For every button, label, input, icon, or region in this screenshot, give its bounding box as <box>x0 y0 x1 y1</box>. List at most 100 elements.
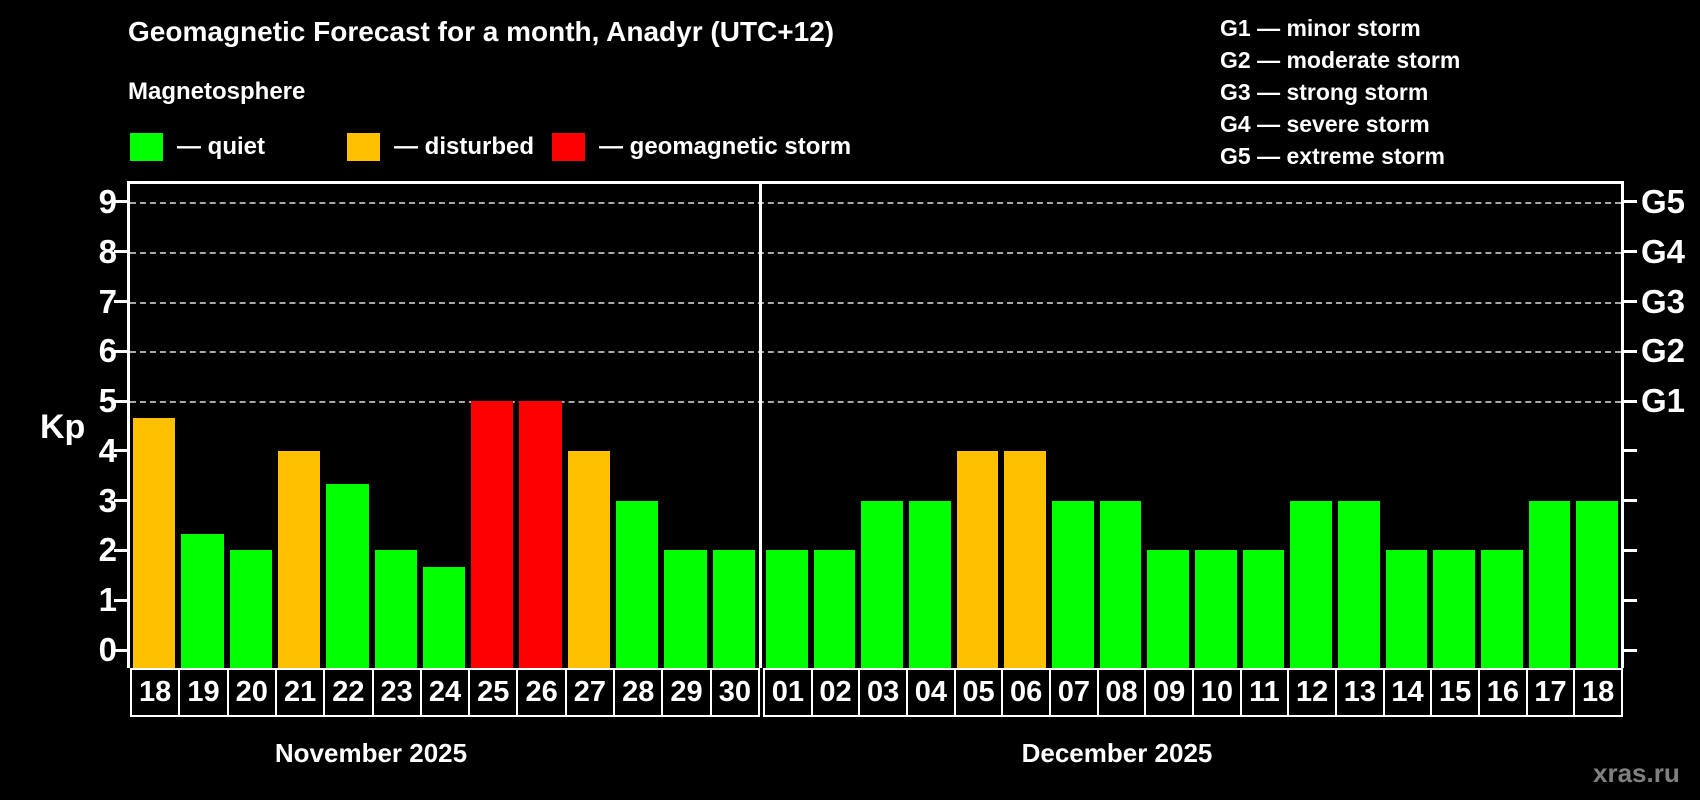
kp-bar <box>1004 450 1046 668</box>
y-tick-label: 4 <box>98 431 117 469</box>
kp-bar <box>422 566 466 668</box>
date-cell: 24 <box>419 668 469 717</box>
kp-bar <box>471 401 514 668</box>
kp-bar <box>1433 550 1475 668</box>
y-tick-right <box>1624 349 1637 353</box>
date-cell: 22 <box>323 668 372 717</box>
kp-bar <box>1338 500 1380 668</box>
y-tick-label: 8 <box>98 232 117 270</box>
y-tick-label: 0 <box>98 631 117 668</box>
kp-bar <box>1290 500 1332 668</box>
kp-bar <box>813 550 856 668</box>
storm-scale-line-5: G5 — extreme storm <box>1220 143 1445 169</box>
date-cell: 27 <box>564 668 614 717</box>
y-tick-label: 1 <box>98 581 117 619</box>
date-cell: 08 <box>1096 668 1145 717</box>
date-cell: 03 <box>858 668 906 717</box>
storm-scale-line-1: G1 — minor storm <box>1220 15 1421 41</box>
storm-scale-legend: G1 — minor storm G2 — moderate storm G3 — … <box>1220 12 1460 172</box>
storm-scale-line-4: G4 — severe storm <box>1220 111 1430 137</box>
date-cell: 13 <box>1335 668 1383 717</box>
date-cell: 21 <box>274 668 324 717</box>
y-tick-left <box>114 200 127 204</box>
date-cell: 18 <box>130 668 179 717</box>
kp-bar <box>766 550 808 668</box>
plot-border-top <box>127 181 1624 184</box>
legend-item-storm: — geomagnetic storm <box>552 131 851 163</box>
chart-title: Geomagnetic Forecast for a month, Anadyr… <box>128 16 835 47</box>
y-axis-title: Kp <box>40 408 86 446</box>
y-tick-right <box>1624 300 1637 304</box>
gridline-kp9 <box>130 201 1621 204</box>
y-tick-left <box>114 250 127 254</box>
watermark: xras.ru <box>1593 758 1680 788</box>
y-tick-right <box>1624 499 1637 503</box>
y-tick-right <box>1624 399 1637 403</box>
gridline-kp5 <box>130 401 1621 404</box>
legend-item-disturbed: — disturbed <box>347 131 534 163</box>
month-label: December 2025 <box>1021 738 1213 768</box>
y-tick-right <box>1624 449 1637 453</box>
right-axis-label-g5: G5 <box>1641 182 1686 220</box>
kp-bar <box>229 550 272 668</box>
gridline-kp7 <box>130 301 1621 304</box>
kp-bar <box>567 450 611 668</box>
date-cell: 23 <box>371 668 420 717</box>
y-tick-left <box>114 300 127 304</box>
magnetosphere-legend-title: Magnetosphere <box>128 78 306 105</box>
y-tick-right <box>1624 598 1637 602</box>
kp-bar <box>861 500 903 668</box>
date-cell: 05 <box>953 668 1002 717</box>
kp-bar <box>1481 550 1523 668</box>
legend-label-quiet: — quiet <box>177 133 265 160</box>
legend-swatch-storm <box>552 133 585 161</box>
kp-bar <box>1099 500 1142 668</box>
date-cell: 02 <box>810 668 859 717</box>
kp-bar <box>664 550 707 668</box>
y-tick-right <box>1624 548 1637 552</box>
y-tick-left <box>114 598 127 602</box>
date-cell: 14 <box>1382 668 1431 717</box>
date-cell: 06 <box>1001 668 1049 717</box>
date-cell: 09 <box>1144 668 1192 717</box>
y-tick-label: 2 <box>98 531 117 569</box>
kp-bar <box>616 500 659 668</box>
right-axis-label-g3: G3 <box>1641 282 1686 320</box>
legend-label-storm: — geomagnetic storm <box>599 133 852 160</box>
y-tick-left <box>114 648 127 652</box>
kp-bar <box>909 500 951 668</box>
kp-bar <box>1242 550 1285 668</box>
kp-bar <box>1528 500 1571 668</box>
date-cell: 12 <box>1287 668 1335 717</box>
y-tick-left <box>114 499 127 503</box>
y-tick-label: 3 <box>98 481 117 519</box>
date-cell: 10 <box>1192 668 1240 717</box>
kp-bar <box>133 417 176 668</box>
legend-swatch-disturbed <box>347 133 380 161</box>
gridline-kp6 <box>130 351 1621 354</box>
kp-bar <box>1385 550 1428 668</box>
gridline-kp8 <box>130 251 1621 254</box>
month-label: November 2025 <box>274 738 468 768</box>
legend-label-disturbed: — disturbed <box>394 133 535 160</box>
y-tick-right <box>1624 648 1637 652</box>
y-tick-right <box>1624 200 1637 204</box>
date-cell: 07 <box>1049 668 1097 717</box>
date-cell: 20 <box>226 668 275 717</box>
date-cell: 29 <box>661 668 710 717</box>
kp-bar <box>956 450 999 668</box>
date-cell: 01 <box>763 668 811 717</box>
date-cell: 30 <box>709 668 760 717</box>
right-axis-label-g4: G4 <box>1641 232 1686 270</box>
date-cell: 26 <box>516 668 565 717</box>
month-separator <box>758 184 762 668</box>
date-cell: 18 <box>1573 668 1623 717</box>
y-tick-left <box>114 449 127 453</box>
plot-border-left <box>127 181 130 668</box>
y-tick-label: 5 <box>98 382 117 420</box>
kp-bar <box>1147 550 1189 668</box>
kp-bar <box>1052 500 1094 668</box>
kp-bar <box>326 484 369 668</box>
storm-scale-line-2: G2 — moderate storm <box>1220 47 1461 73</box>
